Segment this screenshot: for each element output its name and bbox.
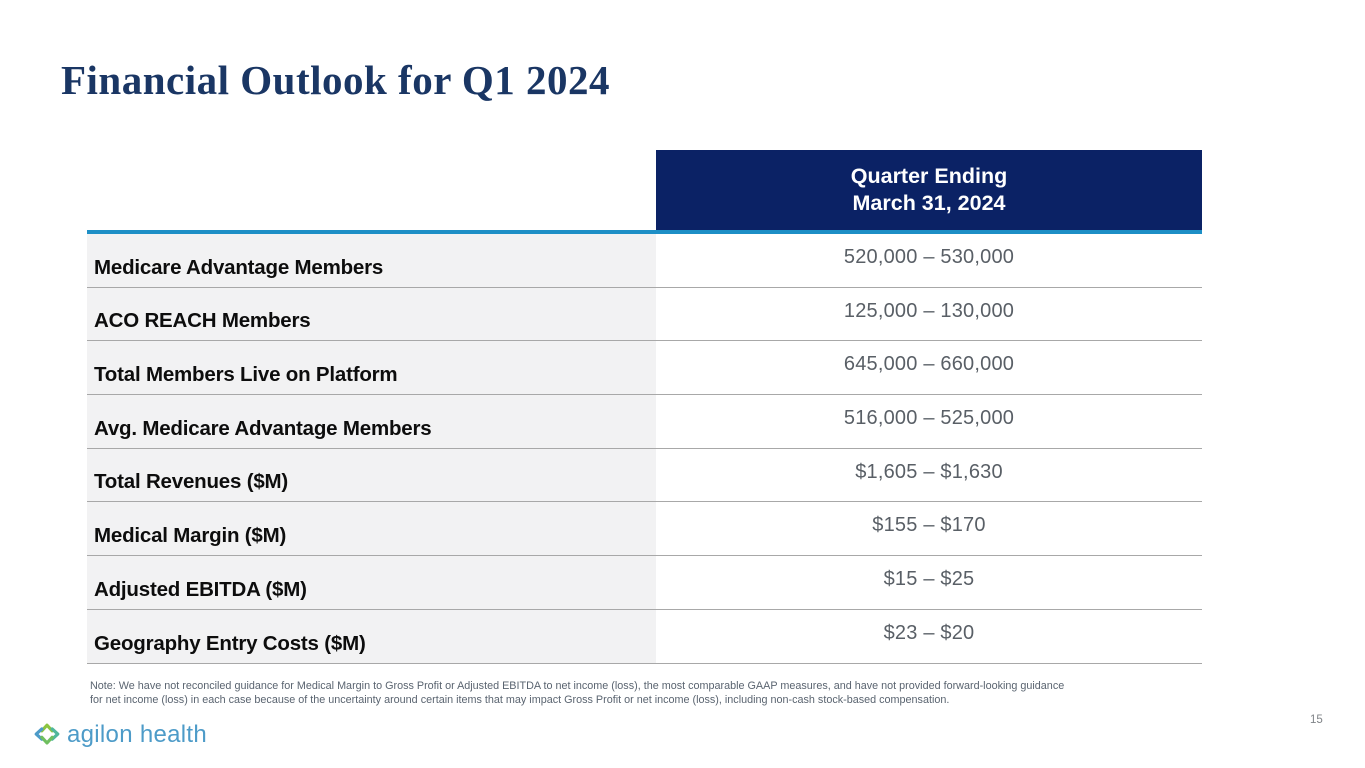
- logo-wordmark: agilon health: [67, 721, 208, 748]
- row-value: $15 – $25: [656, 556, 1202, 609]
- agilon-health-logo: agilon health: [32, 719, 207, 751]
- row-label: Total Members Live on Platform: [87, 341, 656, 395]
- row-label: Medicare Advantage Members: [87, 234, 656, 287]
- row-value: 645,000 – 660,000: [656, 341, 1202, 395]
- row-value: 125,000 – 130,000: [656, 287, 1202, 341]
- row-label: Geography Entry Costs ($M): [87, 609, 656, 663]
- table-row: Adjusted EBITDA ($M) $15 – $25: [87, 556, 1202, 610]
- slide-title: Financial Outlook for Q1 2024: [61, 57, 611, 103]
- row-label: Adjusted EBITDA ($M): [87, 556, 656, 609]
- table-row: Total Revenues ($M) $1,605 – $1,630: [87, 448, 1202, 503]
- row-value: $155 – $170: [656, 502, 1202, 556]
- header-spacer: [87, 150, 656, 230]
- quarter-header-cell: Quarter Ending March 31, 2024: [656, 150, 1202, 230]
- quarter-header-line2: March 31, 2024: [852, 191, 1006, 215]
- page-number: 15: [1310, 714, 1323, 726]
- agilon-clover-icon: [34, 723, 60, 745]
- row-label: Medical Margin ($M): [87, 502, 656, 556]
- row-label: ACO REACH Members: [87, 287, 656, 341]
- row-label: Total Revenues ($M): [87, 448, 656, 502]
- table-header-band: Quarter Ending March 31, 2024: [87, 150, 1202, 230]
- footnote-line2: for net income (loss) in each case becau…: [90, 693, 950, 706]
- table-row: Medicare Advantage Members 520,000 – 530…: [87, 234, 1202, 288]
- footnote: Note: We have not reconciled guidance fo…: [90, 680, 1180, 708]
- table-row: Geography Entry Costs ($M) $23 – $20: [87, 609, 1202, 664]
- table-row: Total Members Live on Platform 645,000 –…: [87, 341, 1202, 396]
- row-label: Avg. Medicare Advantage Members: [87, 395, 656, 448]
- quarter-header-line1: Quarter Ending: [850, 164, 1008, 188]
- financial-outlook-table: Quarter Ending March 31, 2024 Medicare A…: [87, 150, 1202, 664]
- footnote-line1: Note: We have not reconciled guidance fo…: [90, 680, 1065, 692]
- table-row: Medical Margin ($M) $155 – $170: [87, 502, 1202, 557]
- row-value: $23 – $20: [656, 609, 1202, 663]
- row-value: $1,605 – $1,630: [656, 448, 1202, 502]
- accent-divider: [87, 230, 1202, 234]
- table-row: Avg. Medicare Advantage Members 516,000 …: [87, 395, 1202, 449]
- table-row: ACO REACH Members 125,000 – 130,000: [87, 287, 1202, 342]
- row-value: 516,000 – 525,000: [656, 395, 1202, 448]
- row-value: 520,000 – 530,000: [656, 234, 1202, 287]
